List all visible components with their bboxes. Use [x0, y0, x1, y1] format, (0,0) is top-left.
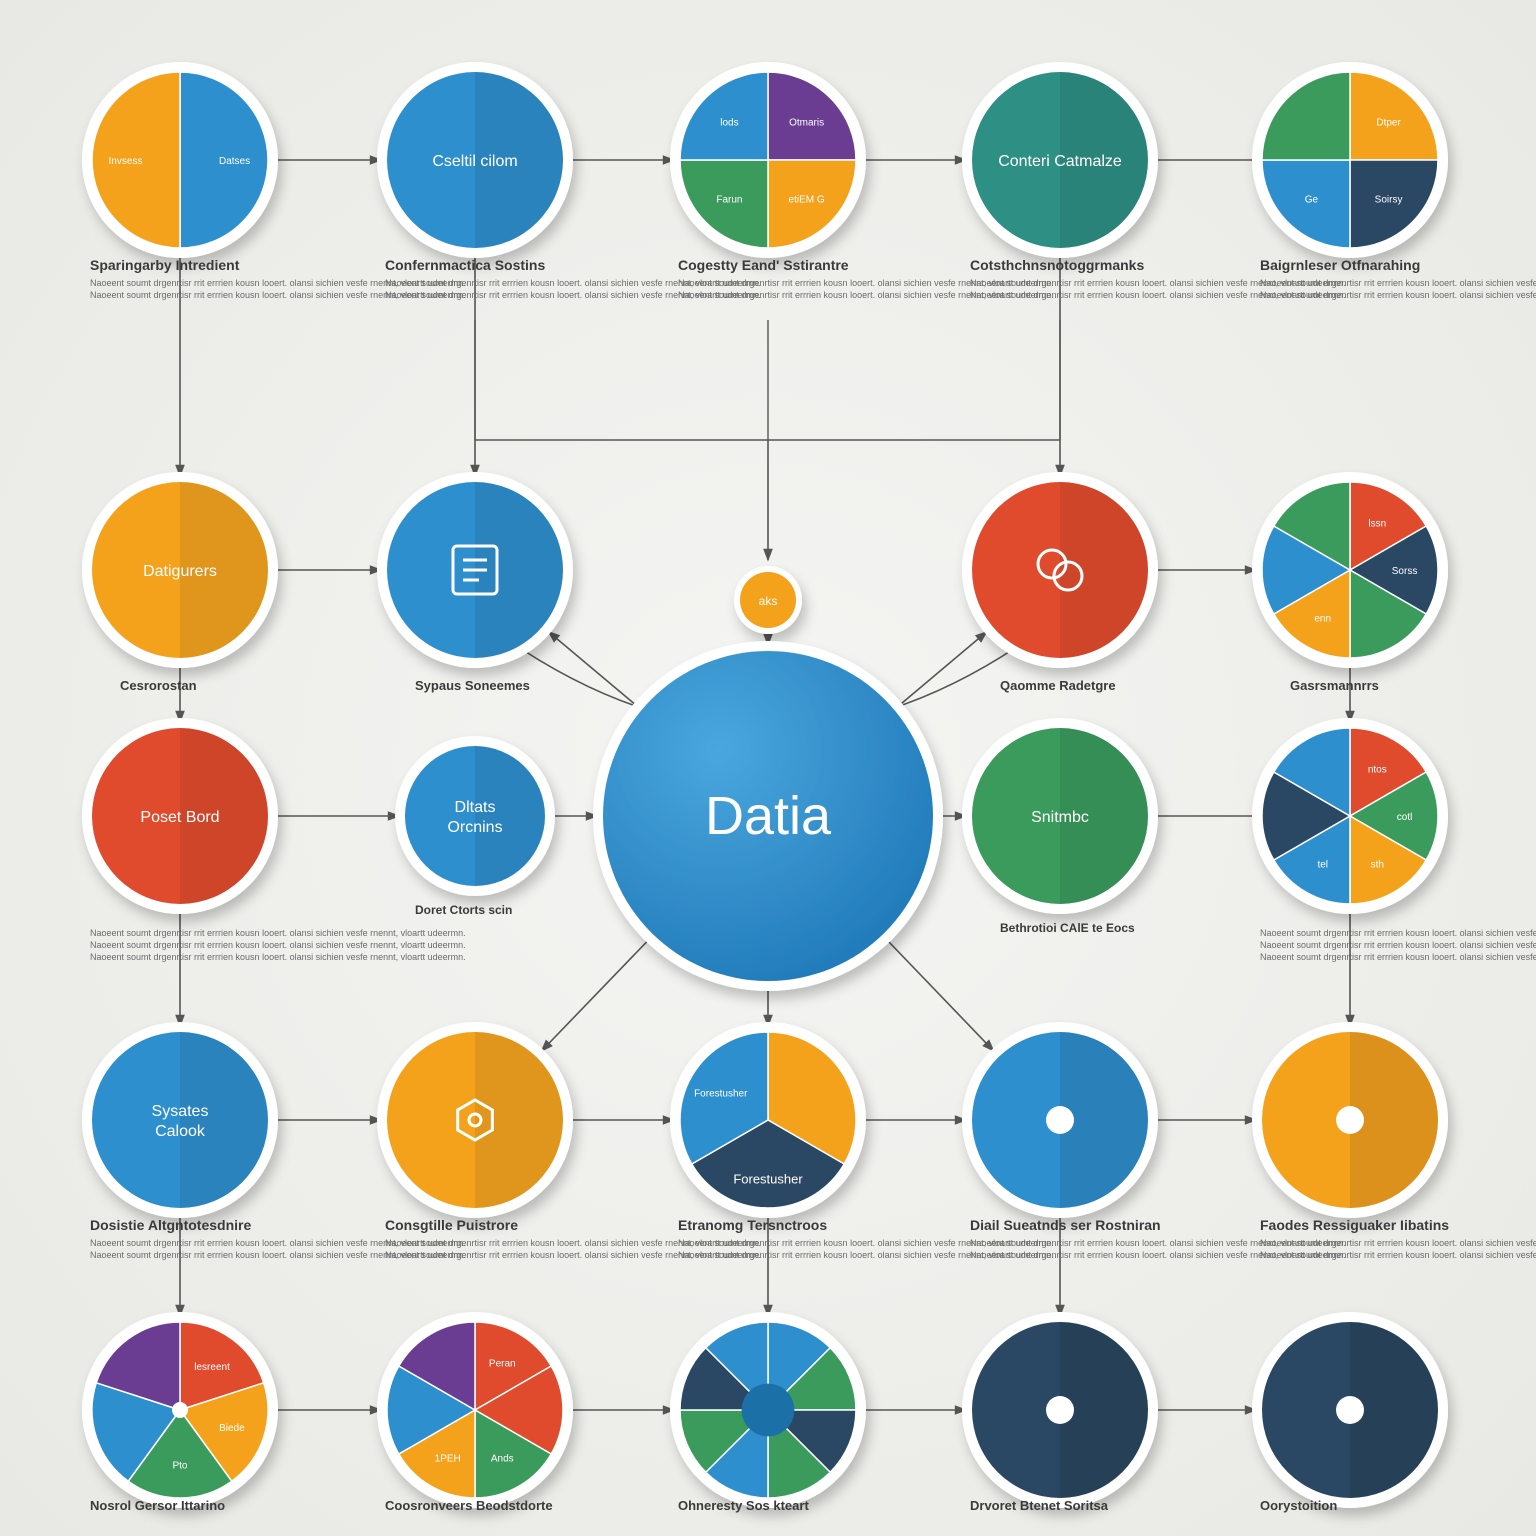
r1c3-slice-1-label: etiEM G	[789, 195, 825, 206]
r2c5-slice-3-label: enn	[1314, 613, 1331, 624]
r5c4	[962, 1312, 1158, 1508]
svg-text:Naoeent soumt drgenrtisr rrit: Naoeent soumt drgenrtisr rrit errrien ko…	[1260, 928, 1536, 938]
svg-text:Naoeent soumt drgenrtisr rrit: Naoeent soumt drgenrtisr rrit errrien ko…	[1260, 952, 1536, 962]
r4c5	[1252, 1022, 1448, 1218]
r1c4-label: Conteri Catmalze	[998, 153, 1122, 170]
svg-text:Naoeent soumt drgenrtisr rrit: Naoeent soumt drgenrtisr rrit errrien ko…	[90, 952, 466, 962]
svg-text:Naoeent soumt drgenrtisr rrit: Naoeent soumt drgenrtisr rrit errrien ko…	[90, 940, 466, 950]
r5c3-title: Ohneresty Sos kteart	[678, 1498, 809, 1513]
r5c5-title: Oorystoition	[1260, 1498, 1337, 1513]
svg-text:Naoeent soumt drgenrtisr rrit: Naoeent soumt drgenrtisr rrit errrien ko…	[1260, 1238, 1536, 1248]
r5c2-slice-2-label: Ands	[491, 1453, 514, 1464]
r4c5-caption: Faodes Ressiguaker Iibatins Naoeent soumt…	[1260, 1217, 1536, 1260]
svg-text:Forestusher: Forestusher	[733, 1171, 803, 1186]
r5c4-title: Drvoret Btenet Soritsa	[970, 1498, 1109, 1513]
r2c1-label: Datigurers	[143, 563, 217, 580]
r2c2	[377, 472, 573, 668]
r2c2-title: Sypaus Soneemes	[415, 678, 530, 693]
r2c5: lssn Sorss enn	[1252, 472, 1448, 668]
r1c2: Cseltil cilom	[377, 62, 573, 258]
discs-layer: Datses Invsess Sparingarby Intredient Naoee…	[82, 62, 1536, 1513]
r1c2-label: Cseltil cilom	[432, 153, 517, 170]
infographic-stage: Datses Invsess Sparingarby Intredient Naoee…	[0, 0, 1536, 1536]
r2c4-title: Qaomme Radetgre	[1000, 678, 1116, 693]
r3c5-slice-3-label: tel	[1317, 859, 1328, 870]
r5c5	[1252, 1312, 1448, 1508]
svg-text:aks: aks	[759, 594, 778, 608]
r5c1-slice-1-label: Biede	[219, 1423, 245, 1434]
r3c5-slice-0-label: ntos	[1368, 765, 1387, 776]
r3c5-slice-1-label: cotl	[1397, 812, 1413, 823]
r1c4-title: Cotsthchnsnotoggrmanks	[970, 257, 1144, 273]
r5c2-slice-0-label: Peran	[489, 1359, 516, 1370]
r3c4: Snitmbc	[962, 718, 1158, 914]
svg-text:Naoeent soumt drgenrtisr rrit: Naoeent soumt drgenrtisr rrit errrien ko…	[1260, 1250, 1536, 1260]
r1c1-slice-1-label: Invsess	[108, 156, 142, 167]
r3c2-label: Dltats	[455, 799, 496, 816]
r4c1-label: Calook	[155, 1123, 206, 1140]
r2c5-slice-1-label: Sorss	[1392, 566, 1418, 577]
r1c4: Conteri Catmalze	[962, 62, 1158, 258]
r1c1-slice-0-label: Datses	[219, 156, 250, 167]
r4c3-slice-2-label: Forestusher	[694, 1089, 748, 1100]
r2c4	[962, 472, 1158, 668]
r1c5-slice-2-label: Ge	[1305, 195, 1319, 206]
r1c2-title: Confernmactica Sostins	[385, 257, 545, 273]
r5c1: lesreent Biede Pto	[82, 1312, 278, 1508]
r1c5-slice-0-label: Dtper	[1376, 117, 1401, 128]
r1c3-title: Cogestty Eand' Sstirantre	[678, 257, 849, 273]
r5c2: Peran Ands 1PEH	[377, 1312, 573, 1508]
r3c2: Dltats Orcnins	[395, 736, 555, 896]
r1c3-slice-2-label: Farun	[716, 195, 742, 206]
r3c5-slice-2-label: sth	[1371, 859, 1384, 870]
r3c1-label: Poset Bord	[140, 809, 219, 826]
r5c1-slice-2-label: Pto	[172, 1461, 187, 1472]
svg-text:Naoeent soumt drgenrtisr rrit: Naoeent soumt drgenrtisr rrit errrien ko…	[1260, 290, 1536, 300]
r4c1-label: Sysates	[152, 1103, 209, 1120]
r1c3-slice-3-label: lods	[720, 117, 738, 128]
r3c2-label: Orcnins	[447, 819, 502, 836]
r4c3-title: Etranomg Tersnctroos	[678, 1217, 827, 1233]
r5c3	[670, 1312, 866, 1508]
r2c5-title: Gasrsmannrrs	[1290, 678, 1379, 693]
r4c3: Forestusher Forestusher	[670, 1022, 866, 1218]
r4c2	[377, 1022, 573, 1218]
r2c1: Datigurers	[82, 472, 278, 668]
r1c3-slice-3	[680, 72, 768, 160]
r1c5-caption: Baigrnleser Otfnarahing Naoeent soumt drg…	[1260, 257, 1536, 300]
r5c1-title: Nosrol Gersor Ittarino	[90, 1498, 225, 1513]
r1c1: Datses Invsess	[82, 62, 278, 258]
r2c5-slice-0-label: lssn	[1368, 519, 1386, 530]
r4c2-title: Consgtille Puistrore	[385, 1217, 518, 1233]
r1c1-title: Sparingarby Intredient	[90, 257, 240, 273]
r3c4-label: Snitmbc	[1031, 809, 1089, 826]
center-label: Datia	[705, 786, 832, 846]
svg-text:Naoeent soumt drgenrtisr rrit: Naoeent soumt drgenrtisr rrit errrien ko…	[1260, 278, 1536, 288]
r3c5: ntos cotl sth tel	[1252, 718, 1448, 914]
svg-text:Naoeent soumt drgenrtisr rrit: Naoeent soumt drgenrtisr rrit errrien ko…	[1260, 940, 1536, 950]
r1c5-slice-0	[1350, 72, 1438, 160]
r1c5-slice-3	[1262, 72, 1350, 160]
r1c5: Dtper Soirsy Ge	[1252, 62, 1448, 258]
r4c4	[962, 1022, 1158, 1218]
r1c3-slice-0-label: Otmaris	[789, 117, 824, 128]
r4c1: Sysates Calook	[82, 1022, 278, 1218]
r4c1-title: Dosistie Altgntotesdnire	[90, 1217, 251, 1233]
hub-small: aks	[734, 566, 802, 634]
svg-text:Doret Ctorts scin: Doret Ctorts scin	[415, 903, 512, 917]
r2c1-title: Cesrorostan	[120, 678, 197, 693]
center-hub: Datia	[593, 641, 943, 991]
r5c1-slice-0-label: lesreent	[194, 1362, 230, 1373]
r1c3-slice-0	[768, 72, 856, 160]
svg-text:Naoeent soumt drgenrtisr rrit: Naoeent soumt drgenrtisr rrit errrien ko…	[90, 928, 466, 938]
r1c3: Otmaris etiEM G Farun lods	[670, 62, 866, 258]
r4c4-title: Diail Sueatnds ser Rostniran	[970, 1217, 1161, 1233]
r1c5-slice-1-label: Soirsy	[1375, 195, 1403, 206]
r4c5-title: Faodes Ressiguaker Iibatins	[1260, 1217, 1449, 1233]
r5c2-slice-3-label: 1PEH	[435, 1453, 461, 1464]
r1c5-title: Baigrnleser Otfnarahing	[1260, 257, 1420, 273]
r3c1: Poset Bord	[82, 718, 278, 914]
svg-text:Bethrotioi CAlE te Eocs: Bethrotioi CAlE te Eocs	[1000, 921, 1135, 935]
r5c2-title: Coosronveers Beodstdorte	[385, 1498, 553, 1513]
